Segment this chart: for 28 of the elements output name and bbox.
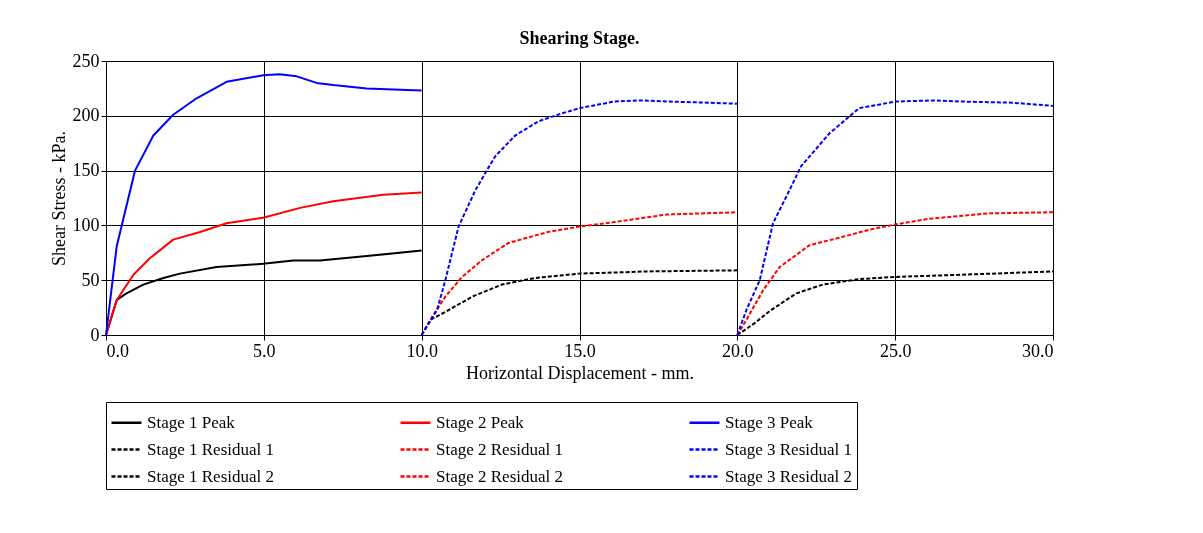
line-series: [420, 99, 739, 336]
legend-label: Stage 1 Residual 1: [147, 439, 275, 459]
y-tick-label: 100: [72, 214, 100, 235]
y-tick-label: 150: [72, 160, 100, 181]
y-axis-title: Shear Stress - kPa.: [48, 131, 69, 266]
x-tick-label: 15.0: [564, 340, 596, 361]
legend-label: Stage 1 Residual 2: [147, 466, 275, 486]
legend-label: Stage 3 Residual 1: [725, 439, 853, 459]
x-tick-label: 0.0: [106, 340, 129, 361]
y-tick-label: 250: [72, 50, 100, 71]
y-tick-label: 50: [81, 269, 100, 290]
x-axis-title: Horizontal Displacement - mm.: [466, 362, 694, 383]
y-tick-label: 0: [90, 324, 100, 345]
legend-label: Stage 3 Peak: [725, 412, 814, 432]
legend-label: Stage 2 Peak: [436, 412, 525, 432]
line-series: [736, 211, 1054, 336]
y-tick-label: 200: [72, 105, 100, 126]
x-tick-label: 10.0: [406, 340, 438, 361]
legend-label: Stage 3 Residual 2: [725, 466, 853, 486]
chart-title: Shearing Stage.: [519, 28, 640, 48]
x-tick-label: 25.0: [879, 340, 912, 361]
line-series: [736, 99, 1054, 336]
x-tick-label: 30.0: [1022, 340, 1054, 361]
x-tick-label: 20.0: [722, 340, 754, 361]
legend-label: Stage 1 Peak: [147, 412, 236, 432]
x-tick-label: 5.0: [253, 340, 276, 361]
legend-label: Stage 2 Residual 2: [436, 466, 564, 486]
legend-label: Stage 2 Residual 1: [436, 439, 564, 459]
